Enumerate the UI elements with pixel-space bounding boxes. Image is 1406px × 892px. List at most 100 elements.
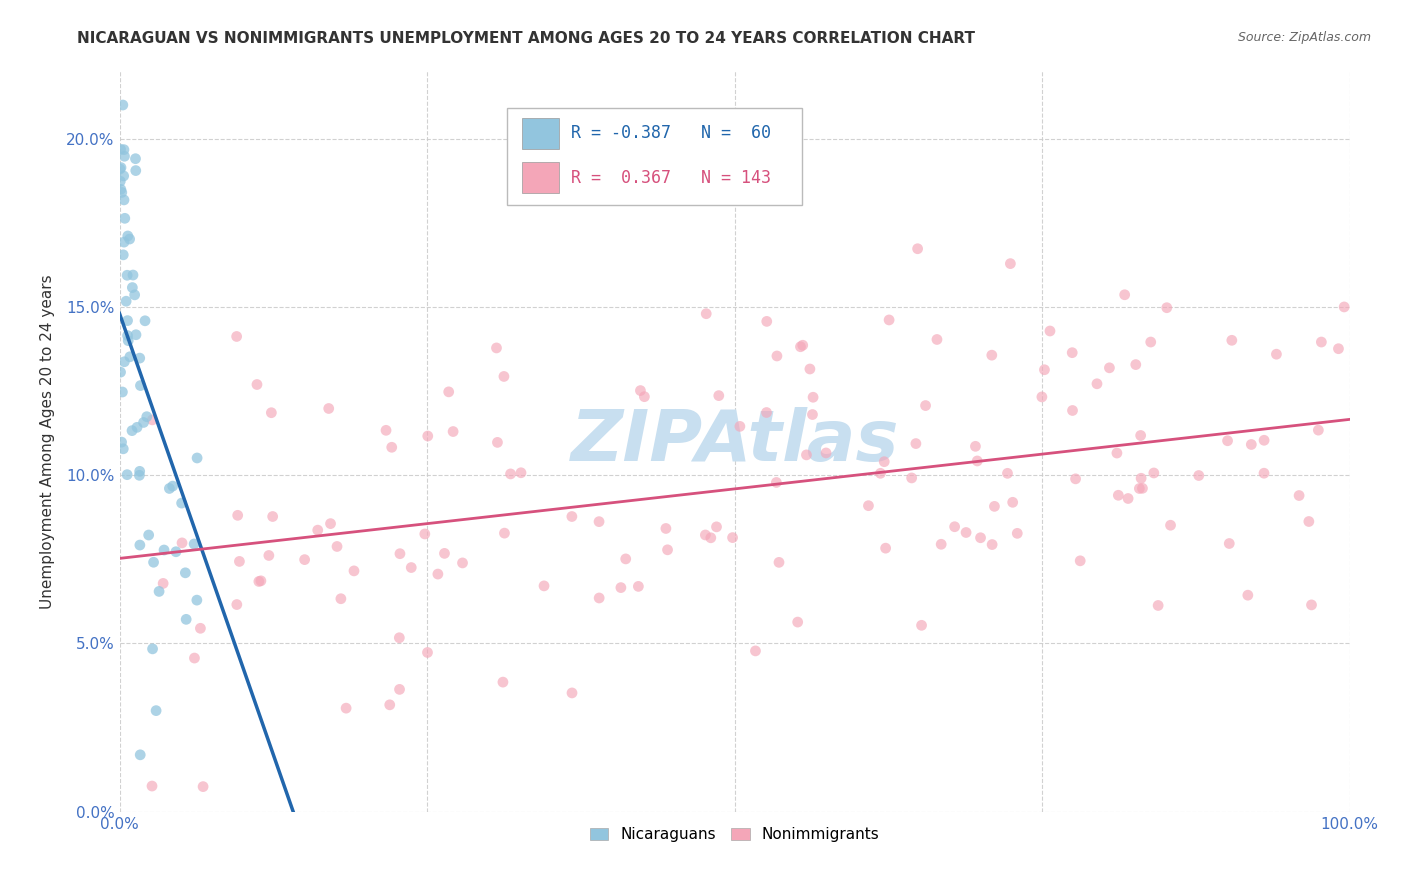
- Point: [174, 612, 197, 626]
- Point: [1237, 588, 1260, 602]
- Point: [125, 420, 148, 434]
- Y-axis label: Unemployment Among Ages 20 to 24 years: Unemployment Among Ages 20 to 24 years: [41, 274, 55, 609]
- Point: [110, 365, 132, 379]
- Point: [655, 521, 678, 535]
- Point: [789, 340, 811, 354]
- Point: [115, 268, 138, 283]
- Point: [1253, 434, 1275, 448]
- Point: [228, 554, 250, 568]
- Point: [1188, 468, 1211, 483]
- Point: [416, 429, 439, 443]
- Point: [186, 593, 208, 607]
- Point: [128, 464, 150, 478]
- Point: [124, 152, 146, 166]
- Point: [129, 747, 152, 762]
- Point: [142, 555, 165, 569]
- Point: [125, 163, 148, 178]
- Point: [186, 450, 208, 465]
- Point: [152, 576, 174, 591]
- Point: [728, 419, 751, 434]
- Point: [128, 468, 150, 483]
- Point: [128, 538, 150, 552]
- Point: [900, 471, 922, 485]
- FancyBboxPatch shape: [508, 109, 803, 204]
- Point: [114, 149, 136, 163]
- Point: [134, 314, 156, 328]
- Point: [533, 579, 555, 593]
- Point: [873, 455, 896, 469]
- Point: [174, 566, 197, 580]
- Point: [112, 193, 135, 207]
- Point: [401, 560, 423, 574]
- Point: [510, 466, 533, 480]
- Point: [657, 542, 679, 557]
- Point: [910, 618, 932, 632]
- Point: [561, 686, 583, 700]
- Text: Source: ZipAtlas.com: Source: ZipAtlas.com: [1237, 31, 1371, 45]
- Point: [815, 446, 838, 460]
- Point: [145, 704, 167, 718]
- Point: [157, 482, 180, 496]
- Point: [117, 328, 139, 343]
- Point: [319, 516, 342, 531]
- Point: [118, 350, 141, 364]
- Point: [111, 384, 134, 399]
- Point: [561, 509, 583, 524]
- Point: [388, 631, 411, 645]
- Point: [485, 341, 508, 355]
- Point: [153, 543, 176, 558]
- Point: [700, 531, 723, 545]
- Point: [262, 509, 284, 524]
- Point: [128, 351, 150, 365]
- FancyBboxPatch shape: [522, 118, 558, 149]
- Point: [135, 409, 157, 424]
- Point: [111, 98, 134, 112]
- Point: [1105, 446, 1128, 460]
- Point: [1114, 287, 1136, 301]
- Point: [786, 615, 808, 629]
- Point: [877, 313, 900, 327]
- Point: [1130, 471, 1153, 485]
- Point: [191, 780, 214, 794]
- Point: [695, 307, 717, 321]
- Point: [388, 547, 411, 561]
- Point: [260, 406, 283, 420]
- Point: [190, 621, 212, 635]
- Point: [801, 390, 824, 404]
- Point: [117, 313, 139, 327]
- Point: [766, 349, 789, 363]
- Point: [170, 536, 193, 550]
- Point: [1310, 334, 1333, 349]
- Text: R =  0.367   N = 143: R = 0.367 N = 143: [571, 169, 770, 186]
- Point: [765, 475, 787, 490]
- Point: [955, 525, 977, 540]
- Point: [904, 436, 927, 450]
- Point: [929, 537, 952, 551]
- Point: [378, 698, 401, 712]
- Point: [792, 338, 814, 352]
- Point: [997, 467, 1019, 481]
- Point: [799, 362, 821, 376]
- Point: [183, 651, 205, 665]
- Point: [1125, 358, 1147, 372]
- Point: [112, 143, 135, 157]
- Point: [1220, 334, 1243, 348]
- Point: [1000, 257, 1022, 271]
- Point: [426, 567, 449, 582]
- Point: [1107, 488, 1129, 502]
- Point: [875, 541, 897, 556]
- Point: [112, 442, 135, 456]
- Point: [1216, 434, 1239, 448]
- Point: [111, 186, 134, 200]
- Point: [1253, 467, 1275, 481]
- Point: [1265, 347, 1288, 361]
- Point: [965, 439, 987, 453]
- Point: [1156, 301, 1178, 315]
- Point: [122, 268, 145, 282]
- Point: [318, 401, 340, 416]
- Point: [121, 424, 143, 438]
- Point: [610, 581, 633, 595]
- Point: [329, 591, 352, 606]
- Point: [980, 348, 1002, 362]
- Point: [183, 537, 205, 551]
